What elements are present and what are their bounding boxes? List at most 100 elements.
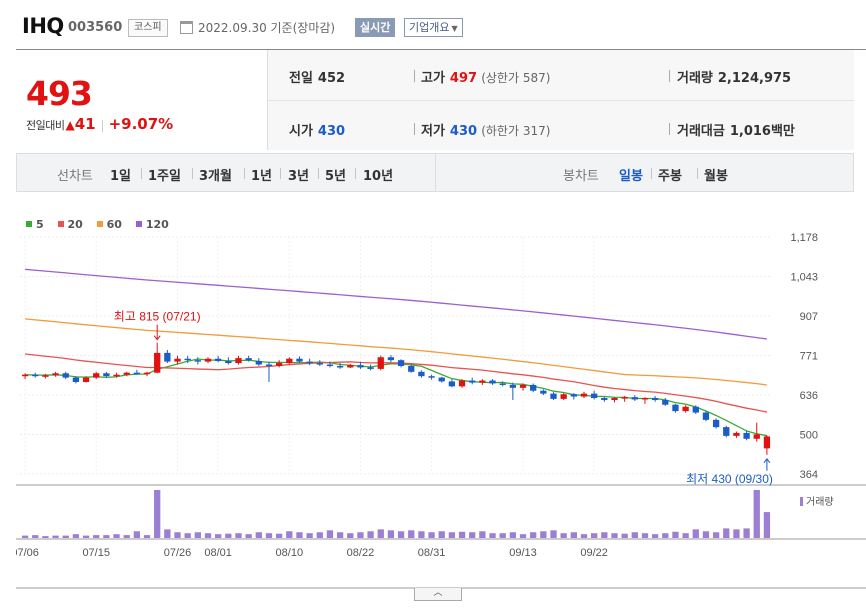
volume-bar bbox=[550, 530, 557, 538]
candle-body bbox=[438, 377, 445, 382]
volume-bar bbox=[286, 531, 293, 538]
volume-bar bbox=[397, 531, 405, 538]
volume-bar bbox=[235, 533, 242, 538]
volume-bar bbox=[357, 532, 364, 538]
volume-bar bbox=[489, 533, 496, 538]
period-3y[interactable]: 3년 bbox=[288, 169, 310, 184]
candle-body bbox=[753, 434, 760, 439]
open-price: 시가 430 bbox=[289, 124, 346, 139]
legend-ma60: 60 bbox=[96, 218, 122, 231]
candle-body bbox=[611, 398, 618, 401]
high-arrow-head bbox=[153, 335, 161, 341]
volume-bar bbox=[113, 534, 120, 538]
candle-body bbox=[672, 404, 679, 412]
candle-body bbox=[93, 373, 100, 378]
chevron-up-icon: ︿ bbox=[433, 588, 443, 598]
volume-bar bbox=[265, 533, 273, 538]
period-1y[interactable]: 1년 bbox=[251, 169, 273, 184]
price-tick-label: 364 bbox=[800, 469, 818, 481]
ma-legend: 5 20 60 120 bbox=[26, 218, 179, 231]
candle-body bbox=[82, 377, 90, 382]
candle-body bbox=[479, 380, 486, 383]
low-annotation: 최저 430 (09/30) bbox=[686, 472, 773, 486]
volume-bar bbox=[204, 533, 212, 538]
candle-body bbox=[123, 372, 130, 375]
volume-bar bbox=[62, 535, 69, 538]
candle-body bbox=[499, 383, 506, 385]
time-tick-label: 07/06 bbox=[16, 547, 39, 559]
candle-chart-label: 봉차트 bbox=[563, 169, 599, 184]
candle-body bbox=[265, 364, 273, 367]
candle-body bbox=[641, 398, 649, 400]
candle-body bbox=[306, 361, 313, 364]
candle-body bbox=[184, 358, 191, 361]
candle-body bbox=[621, 397, 628, 399]
candle-monthly[interactable]: 월봉 bbox=[704, 169, 728, 184]
volume-bar bbox=[306, 533, 313, 538]
time-tick-label: 09/13 bbox=[509, 547, 537, 559]
candle-weekly[interactable]: 주봉 bbox=[658, 169, 682, 184]
volume-bar bbox=[164, 529, 171, 538]
candle-body bbox=[275, 363, 283, 366]
volume-bar bbox=[387, 530, 395, 538]
company-overview-label: 기업개요 bbox=[409, 21, 450, 34]
period-1d[interactable]: 1일 bbox=[110, 169, 132, 184]
candle-body bbox=[570, 394, 577, 397]
time-tick-label: 08/22 bbox=[347, 547, 375, 559]
volume-bar bbox=[438, 531, 445, 538]
volume: 거래량 2,124,975 bbox=[677, 71, 792, 86]
volume-bar bbox=[723, 528, 730, 538]
candle-body bbox=[509, 384, 517, 388]
volume-bar bbox=[702, 531, 710, 538]
volume-bar bbox=[662, 533, 669, 538]
collapse-chart-button[interactable]: ︿ bbox=[414, 588, 462, 601]
volume-bar bbox=[591, 533, 598, 538]
candle-body bbox=[286, 358, 293, 364]
period-5y[interactable]: 5년 bbox=[325, 169, 347, 184]
candle-body bbox=[489, 380, 496, 384]
ma120-line bbox=[25, 268, 768, 340]
change-label: 전일대비 bbox=[26, 119, 65, 132]
candle-body bbox=[32, 374, 39, 377]
volume-bar bbox=[682, 533, 689, 538]
volume-bar bbox=[215, 534, 222, 538]
candle-body bbox=[215, 358, 222, 362]
candle-body bbox=[225, 361, 232, 364]
legend-ma5: 5 bbox=[26, 218, 44, 231]
volume-bar bbox=[275, 533, 283, 538]
date-basis: 2022.09.30 기준(장마감) bbox=[198, 21, 336, 35]
candle-body bbox=[377, 357, 384, 369]
volume-bar bbox=[52, 535, 59, 538]
candle-body bbox=[42, 375, 49, 377]
price-tick-label: 1,043 bbox=[790, 272, 818, 284]
volume-bar bbox=[42, 536, 49, 538]
volume-bar bbox=[743, 528, 750, 538]
candle-body bbox=[428, 376, 435, 378]
candle-body bbox=[367, 367, 374, 369]
volume-bar bbox=[255, 532, 262, 538]
chart-period-bar: 선차트 1일 1주일 3개월 1년 3년 5년 10년 봉차트 일봉 주봉 월봉 bbox=[16, 153, 854, 192]
candle-body bbox=[723, 427, 730, 436]
period-1w[interactable]: 1주일 bbox=[148, 169, 181, 184]
volume-bar bbox=[418, 531, 425, 538]
volume-bar bbox=[133, 531, 141, 538]
candlestick-chart[interactable]: 1,178 1,043 907 771 636 500 364 07/06 07/15 07/26… bbox=[11, 200, 866, 600]
candle-daily[interactable]: 일봉 bbox=[619, 169, 643, 184]
volume-bar bbox=[245, 534, 252, 538]
company-overview-dropdown[interactable]: 기업개요 ▼ bbox=[404, 18, 463, 37]
realtime-button[interactable]: 실시간 bbox=[355, 18, 396, 37]
calendar-icon bbox=[180, 21, 193, 34]
candle-body bbox=[692, 406, 699, 413]
day-low: 저가 430 (하한가 317) bbox=[421, 124, 551, 139]
time-tick-label: 08/31 bbox=[418, 547, 446, 559]
stock-chart: 5 20 60 120 1,178 1,043 907 771 636 500 364 07/… bbox=[11, 200, 866, 600]
candle-body bbox=[235, 358, 242, 364]
period-10y[interactable]: 10년 bbox=[363, 169, 394, 184]
candle-body bbox=[255, 361, 262, 365]
candle-body bbox=[418, 371, 425, 377]
candle-body bbox=[743, 432, 750, 439]
period-3m[interactable]: 3개월 bbox=[199, 169, 232, 184]
volume-bar bbox=[509, 532, 517, 538]
market-badge: 코스피 bbox=[128, 19, 168, 37]
stock-header: IHQ 003560 코스피 2022.09.30 기준(장마감) 실시간 기업… bbox=[0, 0, 866, 44]
